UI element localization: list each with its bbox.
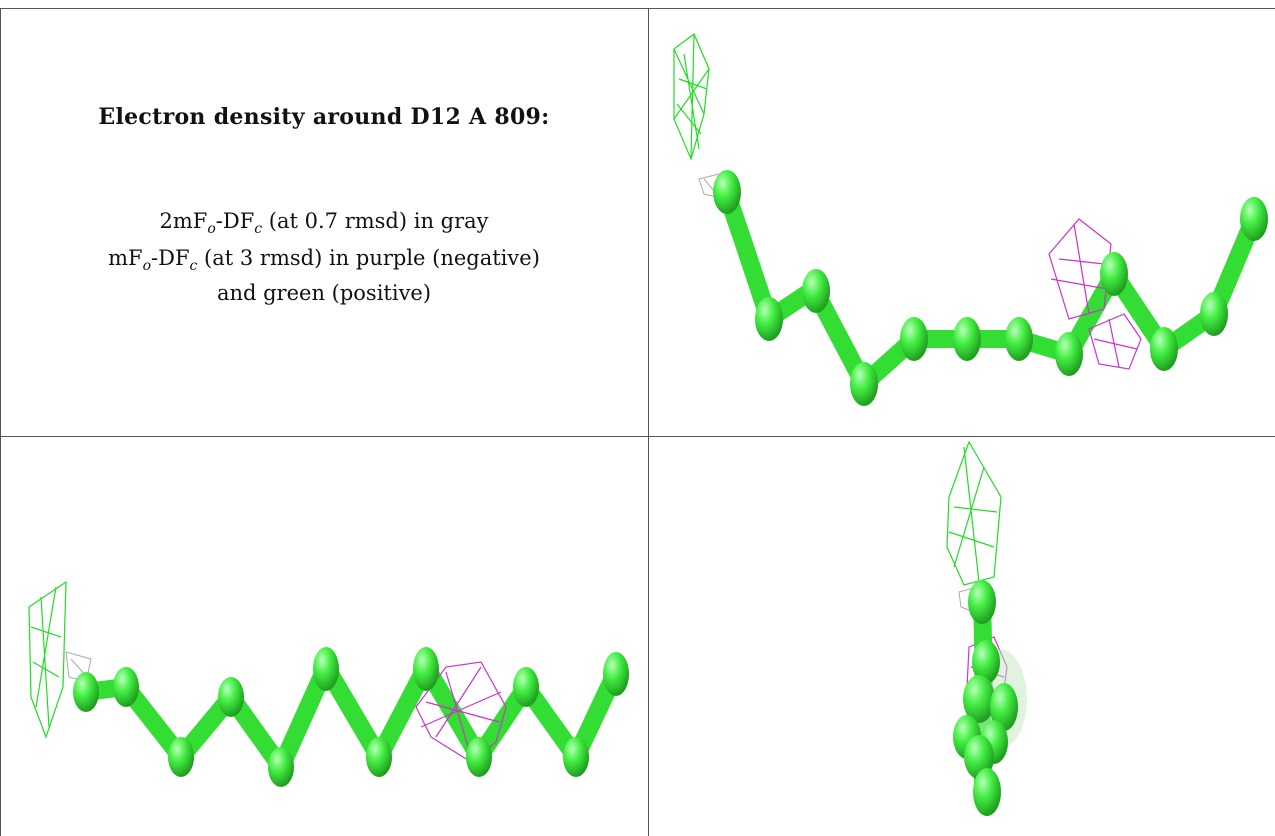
positive-density-mesh (28, 580, 67, 739)
positive-density-mesh (946, 440, 1002, 586)
carbon-atoms (953, 580, 1018, 816)
molecule-view-2 (1, 437, 648, 836)
caption-line-3: and green (positive) (216, 281, 432, 305)
molecule-view-3 (649, 437, 1275, 836)
molecule-view-icon (946, 440, 1027, 816)
left-border (0, 8, 1, 836)
caption-line-1: 2mFo-DFc (at 0.7 rmsd) in gray (159, 209, 489, 237)
molecule-view-1 (649, 9, 1275, 436)
molecule-view-icon (28, 580, 629, 787)
positive-density-mesh (673, 33, 710, 161)
negative-density-mesh (415, 661, 507, 763)
caption-cell: Electron density around D12 A 809: 2mFo-… (0, 9, 648, 436)
carbon-atoms (713, 170, 1268, 406)
caption-line-2: mFo-DFc (at 3 rmsd) in purple (negative) (108, 246, 540, 274)
carbon-atoms (73, 647, 629, 787)
middle-divider (0, 436, 1275, 437)
center-divider (648, 8, 649, 836)
top-border (0, 8, 1275, 9)
molecule-view-icon (673, 33, 1268, 406)
caption-title: Electron density around D12 A 809: (98, 104, 550, 130)
